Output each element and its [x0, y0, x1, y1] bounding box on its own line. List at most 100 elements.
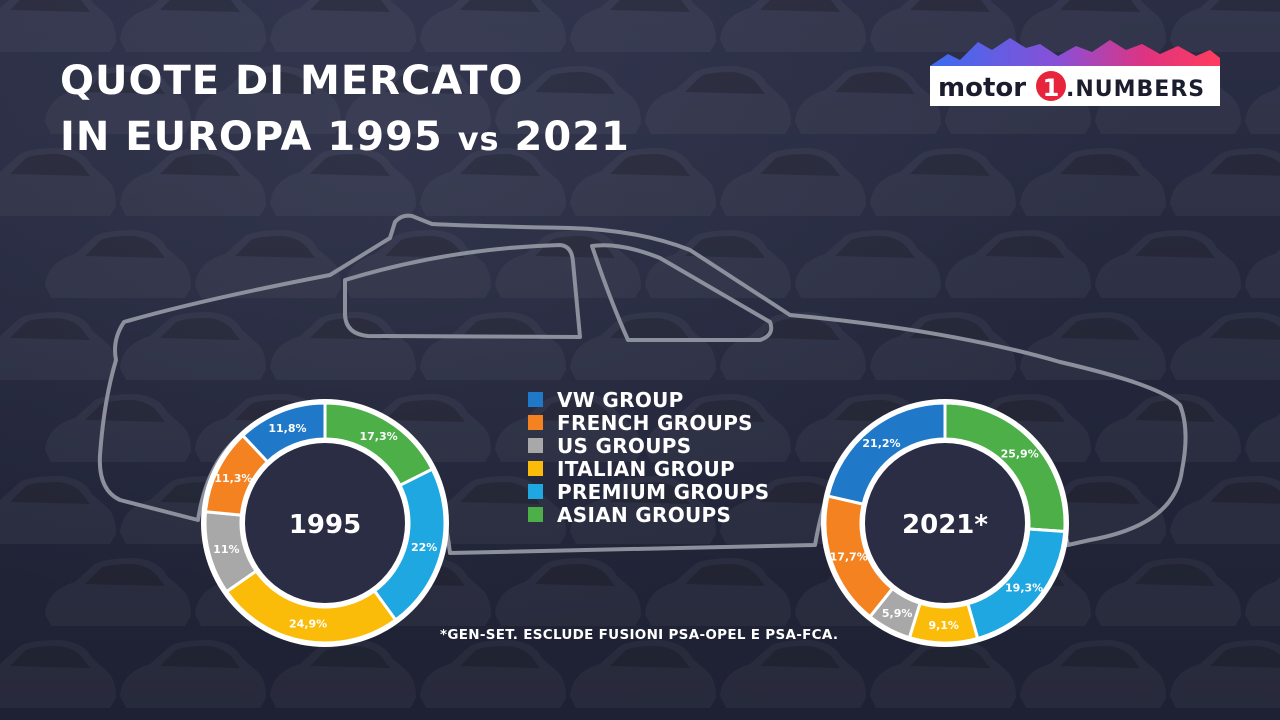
parked-car-icon — [120, 0, 266, 52]
parked-car-icon — [345, 230, 491, 298]
donut-hole — [245, 443, 405, 603]
car-front-window-outline — [590, 243, 774, 342]
parked-car-icon — [420, 640, 566, 708]
parked-car-icon — [645, 230, 791, 298]
legend-swatch — [528, 507, 543, 522]
legend-swatch — [528, 461, 543, 476]
parked-car-icon — [0, 148, 116, 216]
parked-car-icon — [1095, 230, 1241, 298]
motor1-numbers-logo: motor 1 .NUMBERS — [930, 38, 1220, 106]
donut-slice — [826, 401, 947, 506]
parked-car-icon — [720, 312, 866, 380]
legend-swatch — [528, 392, 543, 407]
logo-word-motor: motor — [938, 73, 1026, 103]
parked-car-icon — [1095, 558, 1241, 626]
donut-chart-2021: 25,9% 19,3% 9,1% 5,9% 17,7% 21,2% 2021* — [821, 399, 1069, 647]
parked-car-icon — [570, 312, 716, 380]
parked-car-icon — [570, 476, 716, 544]
donut-slice — [240, 401, 327, 464]
legend-item: VW GROUP — [528, 388, 770, 412]
legend-item: PREMIUM GROUPS — [528, 479, 770, 504]
logo-digit: 1 — [1043, 74, 1060, 102]
donut-hole — [865, 443, 1025, 603]
parked-car-icon — [1095, 394, 1241, 462]
title-line-2: IN EUROPA 1995 vs 2021 — [60, 114, 630, 160]
parked-car-icon — [0, 476, 116, 544]
legend-swatch — [528, 484, 543, 499]
legend-swatch — [528, 438, 543, 453]
parked-car-icon — [570, 0, 716, 52]
slice-label: 17,3% — [359, 430, 397, 443]
parked-car-icon — [1170, 0, 1280, 52]
parked-car-icon — [420, 0, 566, 52]
parked-car-icon — [1170, 640, 1280, 708]
parked-car-icon — [1020, 148, 1166, 216]
donut-center-label: 1995 — [289, 510, 361, 540]
parked-car-icon — [195, 66, 341, 134]
parked-car-icon — [120, 312, 266, 380]
car-body-outline — [97, 213, 1188, 555]
parked-car-icon — [270, 640, 416, 708]
parked-car-icon — [270, 148, 416, 216]
chart-legend: VW GROUP FRENCH GROUPS US GROUPS ITALIAN GR… — [528, 388, 770, 527]
legend-label: ASIAN GROUPS — [557, 502, 732, 527]
parked-car-icon — [1020, 640, 1166, 708]
logo-word-numbers: .NUMBERS — [1066, 77, 1205, 102]
legend-item: ASIAN GROUPS — [528, 502, 770, 527]
parked-car-icon — [45, 558, 191, 626]
title-vs: vs — [457, 120, 500, 158]
title-part-2: 2021 — [514, 114, 630, 160]
parked-car-icon — [870, 0, 1016, 52]
logo-plate — [930, 66, 1220, 106]
parked-car-icon — [45, 66, 191, 134]
logo-circle-icon — [1036, 71, 1066, 101]
legend-swatch — [528, 415, 543, 430]
slice-label: 22% — [411, 541, 437, 554]
slice-label: 9,1% — [928, 619, 959, 632]
donut-chart-1995: 17,3% 22% 24,9% 11% 11,3% 11,8% 1995 — [201, 399, 449, 647]
slice-label: 17,7% — [830, 550, 868, 563]
title-part-1: IN EUROPA 1995 — [60, 114, 443, 160]
legend-item: FRENCH GROUPS — [528, 411, 770, 435]
parked-car-icon — [795, 66, 941, 134]
legend-item: US GROUPS — [528, 433, 770, 458]
slice-label: 25,9% — [1001, 447, 1039, 460]
parked-car-icon — [870, 640, 1016, 708]
parked-car-icon — [645, 66, 791, 134]
slice-label: 11,8% — [268, 422, 306, 435]
parked-car-icon — [420, 148, 566, 216]
slice-label: 11,3% — [214, 472, 252, 485]
parked-car-icon — [570, 148, 716, 216]
footnote: *GEN-SET. ESCLUDE FUSIONI PSA-OPEL E PSA… — [440, 627, 839, 643]
car-rear-window-outline — [343, 243, 582, 339]
parked-car-icon — [120, 148, 266, 216]
slice-label: 24,9% — [289, 618, 327, 631]
parked-car-icon — [1245, 85, 1280, 134]
slice-label: 5,9% — [882, 607, 913, 620]
legend-label: ITALIAN GROUP — [557, 456, 735, 481]
parked-car-icon — [1245, 577, 1280, 626]
parked-car-icon — [1170, 476, 1280, 544]
slice-label: 11% — [213, 543, 239, 556]
parked-car-icon — [870, 148, 1016, 216]
parked-car-icon — [570, 640, 716, 708]
parked-car-icon — [495, 66, 641, 134]
parked-car-icon — [0, 312, 116, 380]
parked-car-icon — [645, 558, 791, 626]
legend-label: US GROUPS — [557, 433, 692, 458]
parked-car-icon — [45, 230, 191, 298]
parked-car-icon — [0, 0, 116, 52]
parked-car-icon — [720, 0, 866, 52]
parked-car-icon — [720, 148, 866, 216]
parked-car-icon — [345, 66, 491, 134]
parked-car-icon — [0, 640, 116, 708]
legend-label: PREMIUM GROUPS — [557, 479, 770, 504]
parked-car-icon — [945, 230, 1091, 298]
parked-car-icon — [495, 558, 641, 626]
parked-car-icon — [1245, 249, 1280, 298]
legend-item: ITALIAN GROUP — [528, 456, 770, 481]
title-line-1: QUOTE DI MERCATO — [60, 58, 524, 104]
parked-car-icon — [420, 312, 566, 380]
